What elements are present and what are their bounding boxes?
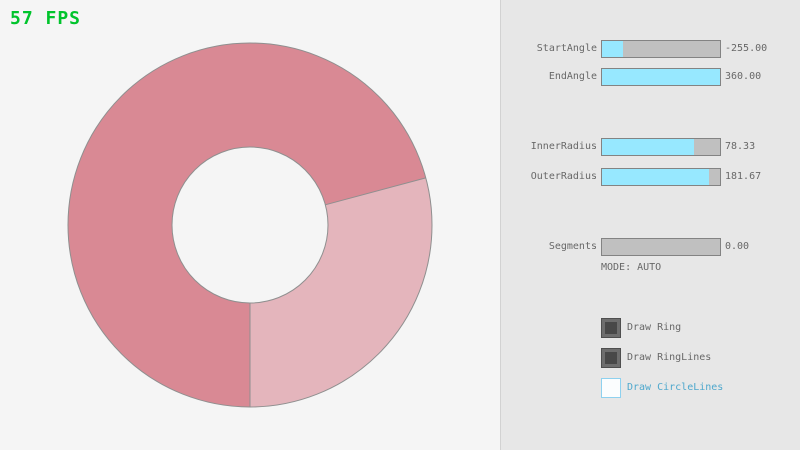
startangle-slider-fill	[602, 41, 624, 57]
segments-value: 0.00	[725, 241, 750, 252]
endangle-value: 360.00	[725, 71, 762, 82]
checkbox-draw-ringlines-box[interactable]	[601, 348, 621, 368]
startangle-value: -255.00	[725, 43, 768, 54]
endangle-slider[interactable]	[601, 68, 721, 86]
innerradius-row: InnerRadius 78.33	[501, 138, 800, 156]
innerradius-label: InnerRadius	[530, 141, 597, 152]
fps-counter: 57 FPS	[10, 8, 82, 29]
checkmark	[605, 322, 617, 334]
checkbox-draw-ring-box[interactable]	[601, 318, 621, 338]
innerradius-value: 78.33	[725, 141, 756, 152]
segments-row: Segments 0.00	[501, 238, 800, 256]
outerradius-row: OuterRadius 181.67	[501, 168, 800, 186]
outerradius-slider-fill	[602, 169, 710, 185]
controls-panel: StartAngle -255.00 EndAngle 360.00 Inner…	[500, 0, 800, 450]
segments-slider[interactable]	[601, 238, 721, 256]
ring-base-sector	[250, 177, 433, 407]
segments-label: Segments	[548, 241, 597, 252]
ring-hole	[172, 147, 328, 303]
startangle-label: StartAngle	[536, 43, 597, 54]
outerradius-value: 181.67	[725, 171, 762, 182]
innerradius-slider-fill	[602, 139, 695, 155]
checkbox-draw-circlelines-box[interactable]	[601, 378, 621, 398]
outerradius-slider[interactable]	[601, 168, 721, 186]
endangle-label: EndAngle	[548, 71, 597, 82]
startangle-slider[interactable]	[601, 40, 721, 58]
checkbox-draw-ring-label: Draw Ring	[627, 322, 682, 333]
ring-radial-line-right	[325, 177, 426, 206]
checkmark	[605, 352, 617, 364]
outerradius-label: OuterRadius	[530, 171, 597, 182]
endangle-slider-fill	[602, 69, 720, 85]
innerradius-slider[interactable]	[601, 138, 721, 156]
endangle-row: EndAngle 360.00	[501, 68, 800, 86]
ring-chart	[67, 42, 433, 408]
startangle-row: StartAngle -255.00	[501, 40, 800, 58]
ring-lines	[67, 42, 433, 408]
segments-mode-text: MODE: AUTO	[601, 262, 662, 273]
checkbox-draw-ringlines-label: Draw RingLines	[627, 352, 712, 363]
checkbox-draw-circlelines-label: Draw CircleLines	[627, 382, 724, 393]
